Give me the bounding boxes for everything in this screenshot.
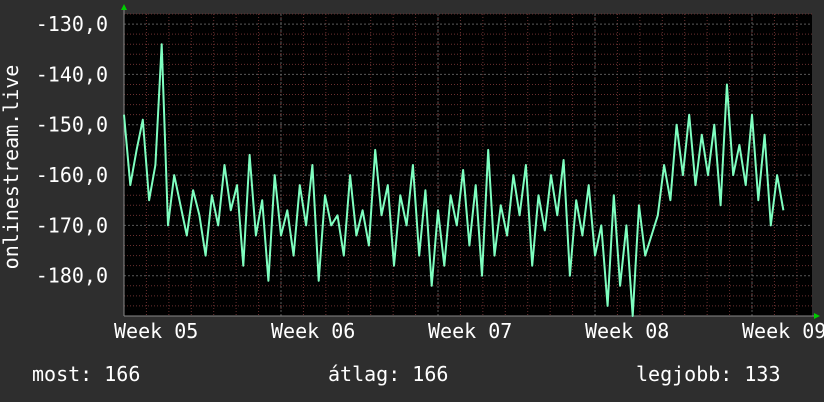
x-tick-label: Week 09 (742, 319, 824, 343)
y-axis-label: onlinestream.live (0, 65, 23, 270)
x-tick-label: Week 06 (271, 319, 355, 343)
y-tick-label: -140,0 (36, 62, 108, 86)
stat-average: átlag: 166 (328, 362, 449, 386)
y-tick-label: -130,0 (36, 12, 108, 36)
stat-current: most: 166 (32, 362, 141, 386)
y-tick-label: -180,0 (36, 264, 108, 288)
y-axis-arrow (121, 4, 127, 10)
y-tick-label: -160,0 (36, 163, 108, 187)
x-tick-label: Week 08 (585, 319, 669, 343)
series-line (123, 43, 785, 317)
x-axis-arrow (814, 313, 820, 319)
x-tick-label: Week 07 (428, 319, 512, 343)
y-tick-label: -150,0 (36, 113, 108, 137)
x-tick-label: Week 05 (114, 319, 198, 343)
y-tick-label: -170,0 (36, 213, 108, 237)
stat-best: legjobb: 133 (636, 362, 781, 386)
